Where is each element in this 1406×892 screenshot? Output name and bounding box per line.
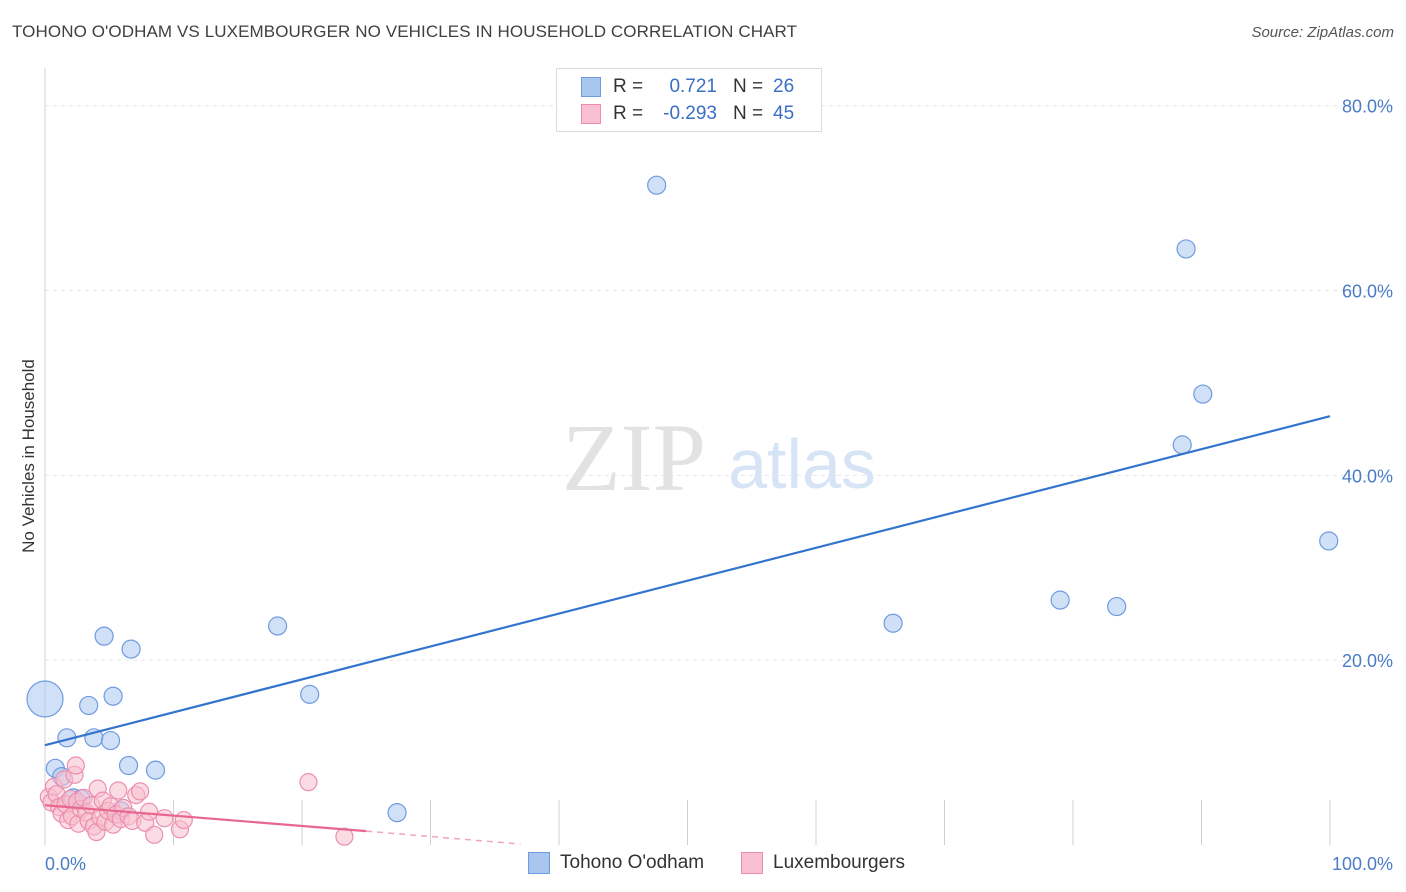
- x-tick-label-max: 100.0%: [1332, 854, 1393, 874]
- legend-r-label: R =: [613, 103, 644, 124]
- point-luxembourgers: [155, 809, 174, 828]
- point-tohono: [1193, 384, 1213, 404]
- legend-r-value: -0.293: [663, 103, 717, 124]
- point-tohono: [1172, 435, 1192, 455]
- series-legend-luxembourgers[interactable]: Luxembourgers: [741, 852, 905, 874]
- legend-r-label: R =: [613, 76, 644, 97]
- legend-r-value: 0.721: [669, 76, 717, 97]
- tick-labels: 20.0% 40.0% 60.0% 80.0% 0.0% 100.0%: [45, 97, 1393, 874]
- trend-line-luxembourgers: [44, 804, 367, 833]
- point-tohono: [387, 803, 407, 823]
- point-tohono: [121, 639, 141, 659]
- series-swatch-tohono: [528, 852, 550, 874]
- point-luxembourgers: [109, 781, 128, 800]
- point-luxembourgers: [174, 810, 193, 830]
- point-luxembourgers: [145, 825, 164, 844]
- legend-n-value: 45: [773, 103, 795, 124]
- point-luxembourgers: [66, 756, 85, 775]
- legend-swatch-luxembourgers: [581, 104, 601, 124]
- x-tick-label-min: 0.0%: [45, 854, 86, 874]
- trend-line-luxembourgers-extension: [366, 830, 521, 845]
- legend-row-luxembourgers: R = -0.293 N = 45: [581, 101, 794, 127]
- y-tick-label: 40.0%: [1342, 466, 1393, 486]
- point-luxembourgers: [335, 827, 354, 846]
- point-tohono: [1176, 239, 1196, 259]
- legend-n-label: N =: [733, 103, 764, 124]
- legend-row-tohono: R = 0.721 N = 26: [581, 74, 794, 100]
- point-tohono: [1319, 531, 1339, 551]
- grid: [45, 105, 1392, 661]
- point-tohono: [145, 760, 166, 780]
- point-tohono: [118, 755, 139, 776]
- point-tohono: [883, 613, 903, 633]
- point-tohono: [647, 175, 667, 195]
- point-tohono: [79, 695, 99, 716]
- series-label-luxembourgers: Luxembourgers: [773, 852, 906, 873]
- point-tohono: [26, 680, 64, 718]
- point-tohono: [300, 684, 320, 704]
- trend-lines: [44, 415, 1331, 845]
- point-tohono: [1107, 596, 1127, 617]
- y-tick-label: 20.0%: [1342, 651, 1393, 671]
- y-tick-label: 80.0%: [1342, 97, 1393, 117]
- watermark-zip: ZIP: [562, 404, 706, 511]
- point-luxembourgers: [130, 782, 150, 801]
- series-legend: Tohono O'odham Luxembourgers: [0, 852, 1406, 878]
- chart-title: TOHONO O'ODHAM VS LUXEMBOURGER NO VEHICL…: [12, 22, 798, 41]
- points: [26, 175, 1339, 846]
- point-tohono: [94, 626, 114, 646]
- legend-n-label: N =: [733, 76, 764, 97]
- point-luxembourgers: [299, 773, 318, 792]
- series-legend-tohono[interactable]: Tohono O'odham: [528, 852, 704, 874]
- watermark: ZIP atlas: [562, 404, 876, 511]
- point-tohono: [267, 616, 288, 636]
- source-label: Source: ZipAtlas.com: [1251, 24, 1394, 41]
- point-tohono: [103, 686, 123, 706]
- correlation-legend: R = 0.721 N = 26 R = -0.293 N = 45: [556, 68, 822, 132]
- trend-line-tohono: [44, 415, 1331, 747]
- series-label-tohono: Tohono O'odham: [560, 852, 705, 873]
- legend-swatch-tohono: [581, 77, 601, 97]
- y-axis-label: No Vehicles in Household: [19, 359, 38, 553]
- watermark-atlas: atlas: [728, 425, 876, 503]
- legend-n-value: 26: [773, 76, 795, 97]
- point-tohono: [100, 730, 121, 751]
- y-tick-label: 60.0%: [1342, 282, 1393, 302]
- series-swatch-luxembourgers: [741, 852, 763, 874]
- point-tohono: [1050, 590, 1070, 610]
- point-luxembourgers: [139, 802, 159, 821]
